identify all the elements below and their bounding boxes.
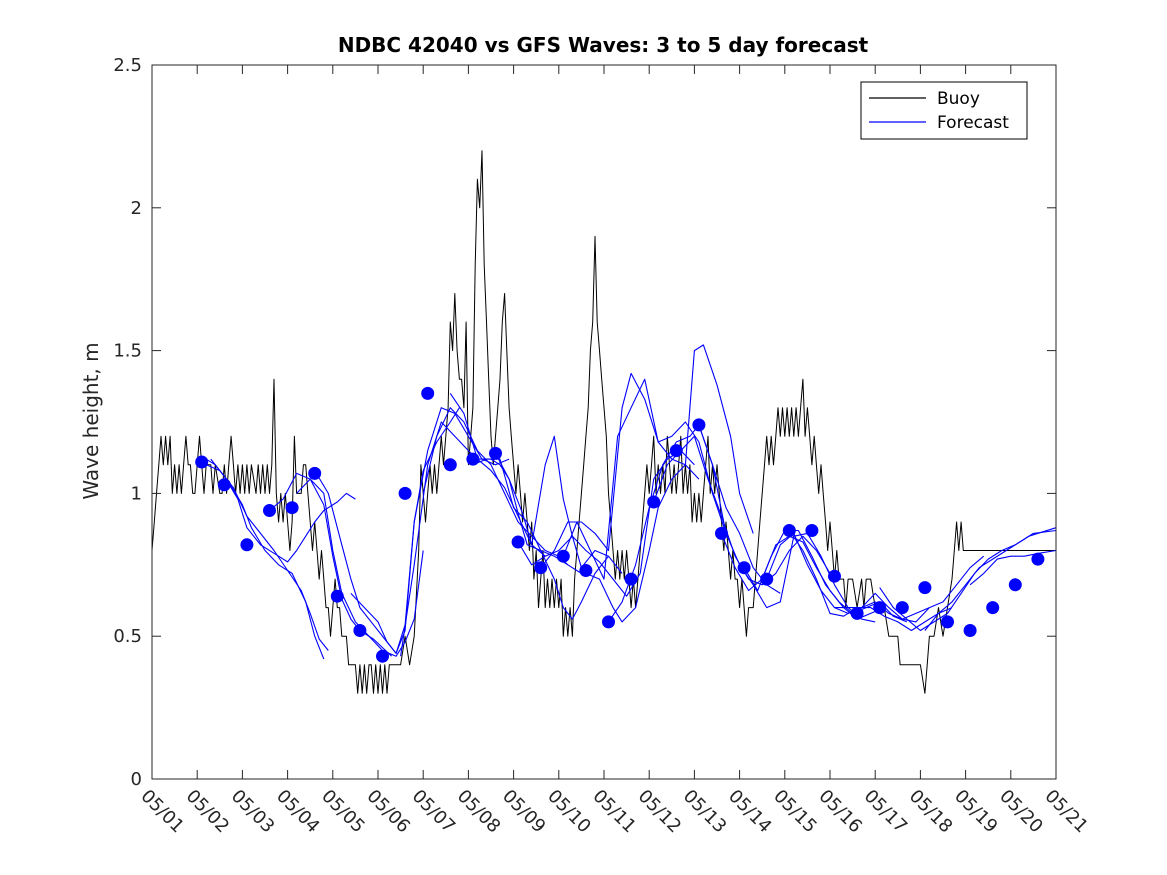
y-tick-label: 2.5 — [113, 55, 142, 76]
forecast-marker — [625, 573, 638, 586]
legend: Buoy Forecast — [861, 82, 1027, 139]
y-tick-label: 0.5 — [113, 626, 142, 647]
plot-area — [152, 65, 1056, 779]
forecast-marker — [286, 501, 299, 514]
forecast-marker — [557, 550, 570, 563]
forecast-marker — [512, 536, 525, 549]
forecast-marker — [240, 538, 253, 551]
forecast-marker — [602, 615, 615, 628]
wave-height-chart: NDBC 42040 vs GFS Waves: 3 to 5 day fore… — [0, 0, 1167, 875]
forecast-marker — [421, 387, 434, 400]
forecast-marker — [444, 458, 457, 471]
forecast-marker — [941, 615, 954, 628]
forecast-marker — [376, 650, 389, 663]
forecast-marker — [873, 601, 886, 614]
legend-buoy-label: Buoy — [937, 89, 980, 109]
forecast-marker — [489, 447, 502, 460]
forecast-marker — [1009, 578, 1022, 591]
forecast-marker — [353, 624, 366, 637]
forecast-marker — [263, 504, 276, 517]
forecast-marker — [399, 487, 412, 500]
y-tick-label: 1.5 — [113, 341, 142, 362]
forecast-marker — [918, 581, 931, 594]
forecast-marker — [692, 418, 705, 431]
forecast-marker — [760, 573, 773, 586]
forecast-marker — [670, 444, 683, 457]
forecast-marker — [783, 524, 796, 537]
forecast-marker — [964, 624, 977, 637]
forecast-marker — [738, 561, 751, 574]
forecast-marker — [308, 467, 321, 480]
forecast-marker — [715, 527, 728, 540]
forecast-marker — [218, 478, 231, 491]
plot-background — [152, 65, 1056, 779]
forecast-marker — [331, 590, 344, 603]
forecast-marker — [851, 607, 864, 620]
legend-forecast-label: Forecast — [937, 113, 1009, 133]
forecast-marker — [195, 456, 208, 469]
forecast-marker — [579, 564, 592, 577]
forecast-marker — [534, 561, 547, 574]
y-tick-label: 1 — [131, 483, 142, 504]
y-tick-label: 0 — [131, 769, 142, 790]
y-axis-label: Wave height, m — [79, 342, 103, 499]
forecast-marker — [986, 601, 999, 614]
forecast-marker — [466, 453, 479, 466]
forecast-marker — [647, 496, 660, 509]
chart-title: NDBC 42040 vs GFS Waves: 3 to 5 day fore… — [338, 33, 869, 57]
forecast-marker — [828, 570, 841, 583]
forecast-marker — [896, 601, 909, 614]
forecast-marker — [1031, 553, 1044, 566]
y-tick-label: 2 — [131, 198, 142, 219]
forecast-marker — [805, 524, 818, 537]
